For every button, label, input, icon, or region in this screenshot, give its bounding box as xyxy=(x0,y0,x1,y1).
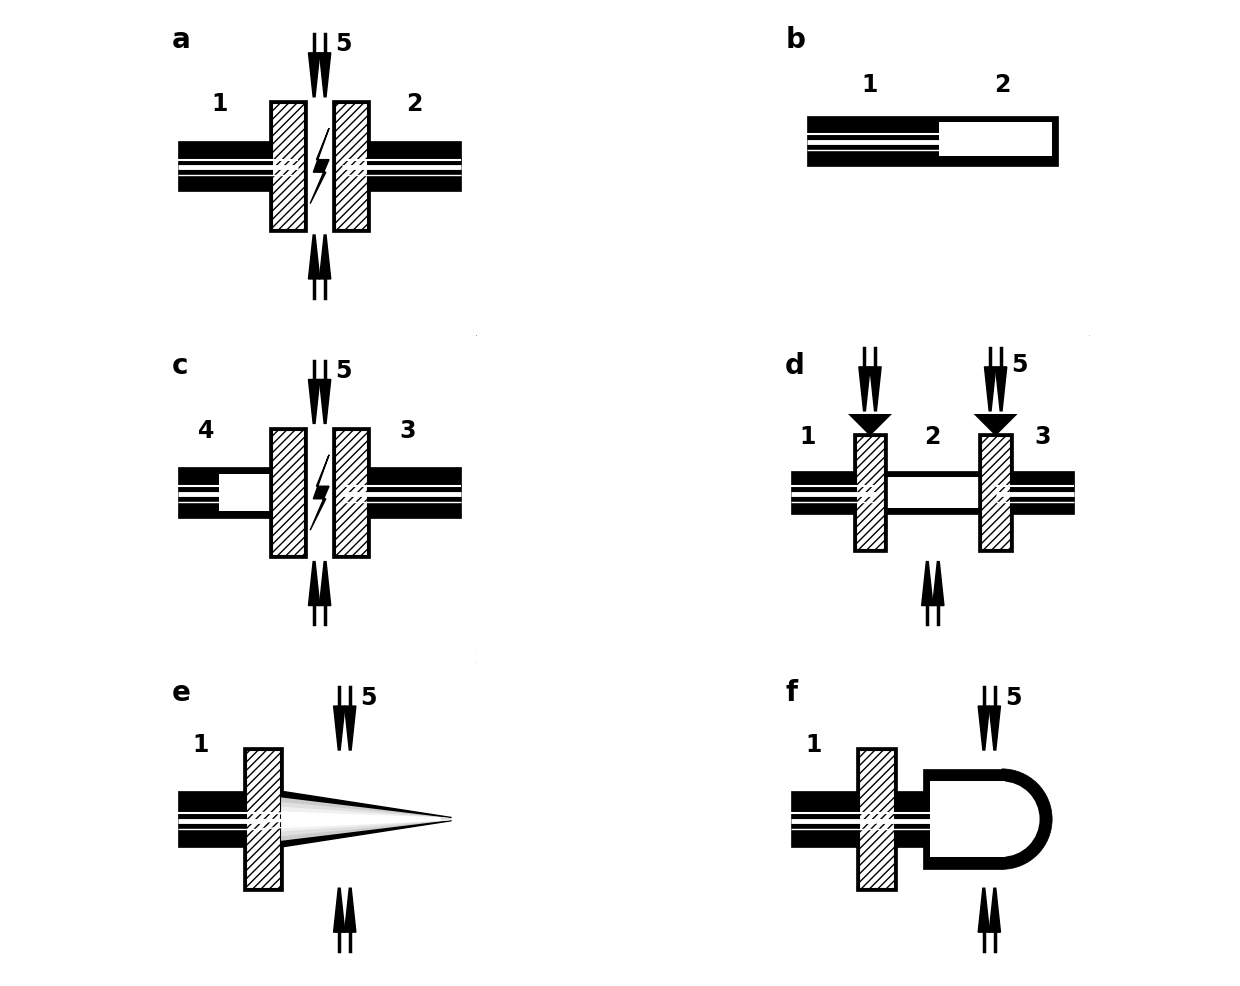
Text: f: f xyxy=(785,678,797,706)
Polygon shape xyxy=(309,380,320,424)
Bar xyxy=(332,101,370,233)
Wedge shape xyxy=(1002,782,1039,857)
Bar xyxy=(269,101,308,233)
Polygon shape xyxy=(279,819,451,836)
Polygon shape xyxy=(279,819,451,841)
Bar xyxy=(335,430,367,556)
Polygon shape xyxy=(921,562,932,606)
Text: d: d xyxy=(785,352,805,380)
Polygon shape xyxy=(345,706,356,750)
Polygon shape xyxy=(309,236,320,280)
Bar xyxy=(930,782,1006,857)
Bar xyxy=(335,104,367,230)
Bar xyxy=(243,747,284,891)
Polygon shape xyxy=(310,129,329,204)
Bar xyxy=(879,477,986,509)
Polygon shape xyxy=(279,802,451,819)
Polygon shape xyxy=(279,798,451,819)
Polygon shape xyxy=(848,414,892,437)
Bar xyxy=(341,142,461,192)
Polygon shape xyxy=(309,54,320,98)
Polygon shape xyxy=(859,368,870,411)
Polygon shape xyxy=(320,380,331,424)
Text: 2: 2 xyxy=(925,425,941,449)
Polygon shape xyxy=(279,819,451,848)
Bar xyxy=(273,430,304,556)
Text: c: c xyxy=(172,352,188,380)
Polygon shape xyxy=(320,236,331,280)
Polygon shape xyxy=(334,706,345,750)
Bar xyxy=(269,427,308,559)
Text: 5: 5 xyxy=(335,33,352,56)
Bar xyxy=(807,116,1059,167)
Bar xyxy=(179,468,298,518)
Wedge shape xyxy=(1002,769,1052,870)
Bar xyxy=(179,791,273,848)
Bar xyxy=(332,427,370,559)
Text: a: a xyxy=(172,26,191,53)
Text: 2: 2 xyxy=(405,92,422,116)
Bar xyxy=(853,434,888,552)
Text: 4: 4 xyxy=(198,418,215,443)
Polygon shape xyxy=(869,368,882,411)
Text: 2: 2 xyxy=(993,73,1011,98)
Polygon shape xyxy=(309,562,320,606)
Bar xyxy=(856,437,884,549)
Bar xyxy=(856,747,897,891)
Text: 3: 3 xyxy=(399,418,415,443)
Polygon shape xyxy=(279,819,451,832)
Text: 5: 5 xyxy=(361,685,377,709)
Text: 1: 1 xyxy=(862,73,878,98)
Bar xyxy=(939,123,1052,161)
Text: 5: 5 xyxy=(1006,685,1022,709)
Polygon shape xyxy=(279,807,451,819)
Polygon shape xyxy=(279,791,451,819)
Polygon shape xyxy=(978,888,990,932)
Polygon shape xyxy=(310,456,329,530)
Bar xyxy=(996,471,1074,515)
Text: 5: 5 xyxy=(1012,352,1028,377)
Text: b: b xyxy=(785,26,805,53)
Polygon shape xyxy=(973,414,1018,437)
Text: 1: 1 xyxy=(192,732,208,756)
Text: e: e xyxy=(172,678,191,706)
Polygon shape xyxy=(279,811,451,819)
Bar xyxy=(939,158,1052,167)
Bar xyxy=(791,471,877,515)
Polygon shape xyxy=(345,888,356,932)
Bar xyxy=(791,791,932,848)
Polygon shape xyxy=(932,562,944,606)
Text: 3: 3 xyxy=(1034,425,1052,449)
Polygon shape xyxy=(990,706,1001,750)
Bar xyxy=(924,769,1002,870)
Bar xyxy=(859,750,894,888)
Polygon shape xyxy=(990,888,1001,932)
Polygon shape xyxy=(279,819,451,827)
Polygon shape xyxy=(985,368,996,411)
Polygon shape xyxy=(996,368,1007,411)
Text: 1: 1 xyxy=(805,732,822,756)
Bar xyxy=(179,142,298,192)
Polygon shape xyxy=(334,888,345,932)
Text: 5: 5 xyxy=(335,359,352,383)
Bar xyxy=(273,104,304,230)
Polygon shape xyxy=(320,562,331,606)
Polygon shape xyxy=(978,706,990,750)
Text: 1: 1 xyxy=(799,425,816,449)
Bar xyxy=(219,474,294,512)
Bar xyxy=(978,434,1013,552)
Polygon shape xyxy=(320,54,331,98)
Bar xyxy=(982,437,1009,549)
Bar xyxy=(870,471,996,515)
Text: 1: 1 xyxy=(211,92,227,116)
Bar xyxy=(341,468,461,518)
Bar xyxy=(246,750,280,888)
